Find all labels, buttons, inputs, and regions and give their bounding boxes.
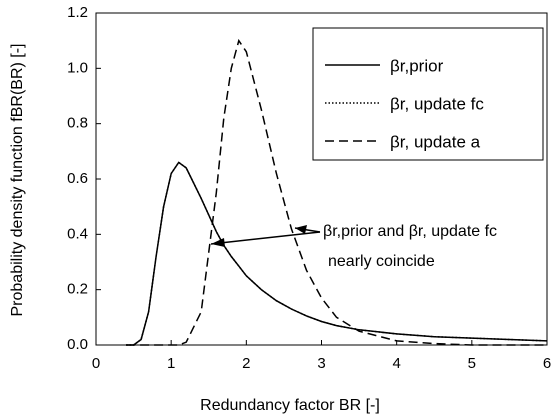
legend-label: βr, update fc <box>390 94 484 113</box>
legend-box <box>312 27 544 161</box>
arrow <box>210 231 321 245</box>
legend-label: βr, update a <box>390 132 481 151</box>
x-tick-label: 1 <box>167 355 175 372</box>
x-tick-label: 3 <box>317 355 325 372</box>
legend-label: βr,prior <box>390 56 444 75</box>
y-tick-label: 0.6 <box>67 170 88 187</box>
y-axis-label: Probability density function fBR(BR) [-] <box>9 44 26 317</box>
annotation: βr,prior and βr, update fc <box>323 223 497 240</box>
x-tick-label: 2 <box>242 355 250 372</box>
x-tick-label: 5 <box>468 355 476 372</box>
x-tick-label: 6 <box>543 355 551 372</box>
x-tick-label: 0 <box>92 355 100 372</box>
x-axis-label: Redundancy factor BR [-] <box>200 397 380 414</box>
y-tick-label: 0.0 <box>67 336 88 353</box>
annotation: nearly coincide <box>328 253 435 270</box>
y-tick-label: 1.2 <box>67 4 88 21</box>
y-tick-label: 0.8 <box>67 115 88 132</box>
line-series <box>126 161 548 346</box>
x-tick-label: 4 <box>392 355 400 372</box>
y-tick-label: 1.0 <box>67 59 88 76</box>
arrow-head <box>295 225 307 234</box>
line-series <box>126 38 547 346</box>
y-tick-label: 0.4 <box>67 225 88 242</box>
y-tick-label: 0.2 <box>67 281 88 298</box>
